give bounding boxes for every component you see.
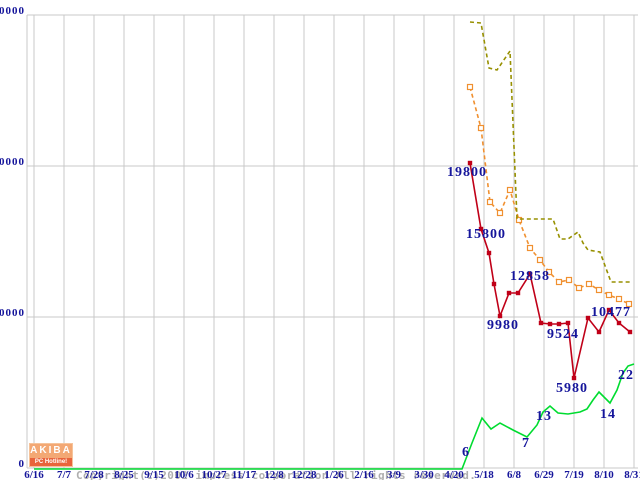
marker-open-square — [557, 280, 562, 285]
marker-open-square — [508, 188, 513, 193]
marker-filled-square — [607, 308, 611, 312]
marker-filled-square — [468, 161, 472, 165]
marker-filled-square — [492, 282, 496, 286]
logo-pc-hotline-text: PC Hotline! — [30, 458, 72, 466]
marker-open-square — [538, 258, 543, 263]
marker-open-square — [567, 278, 572, 283]
marker-open-square — [488, 200, 493, 205]
logo-akiba-text: AKIBA — [30, 444, 72, 458]
marker-filled-square — [498, 314, 502, 318]
chart-screen: Copyright(c)2002 impress corporation All… — [0, 0, 640, 480]
marker-open-square — [627, 302, 632, 307]
marker-open-square — [479, 126, 484, 131]
marker-filled-square — [548, 322, 552, 326]
chart-svg — [0, 0, 640, 480]
marker-filled-square — [487, 251, 491, 255]
marker-filled-square — [539, 321, 543, 325]
marker-open-square — [587, 282, 592, 287]
marker-open-square — [528, 246, 533, 251]
marker-filled-square — [597, 330, 601, 334]
marker-open-square — [468, 85, 473, 90]
marker-filled-square — [628, 330, 632, 334]
marker-open-square — [597, 288, 602, 293]
marker-open-square — [607, 293, 612, 298]
marker-open-square — [547, 270, 552, 275]
marker-open-square — [617, 297, 622, 302]
marker-open-square — [498, 211, 503, 216]
akiba-pc-hotline-logo: AKIBA PC Hotline! — [29, 443, 73, 467]
marker-filled-square — [566, 321, 570, 325]
marker-filled-square — [528, 272, 532, 276]
marker-filled-square — [507, 291, 511, 295]
marker-filled-square — [586, 316, 590, 320]
marker-filled-square — [557, 322, 561, 326]
marker-filled-square — [617, 321, 621, 325]
marker-filled-square — [479, 227, 483, 231]
marker-filled-square — [572, 376, 576, 380]
marker-filled-square — [516, 291, 520, 295]
series-price-olive-dashed — [470, 22, 631, 282]
marker-open-square — [577, 286, 582, 291]
